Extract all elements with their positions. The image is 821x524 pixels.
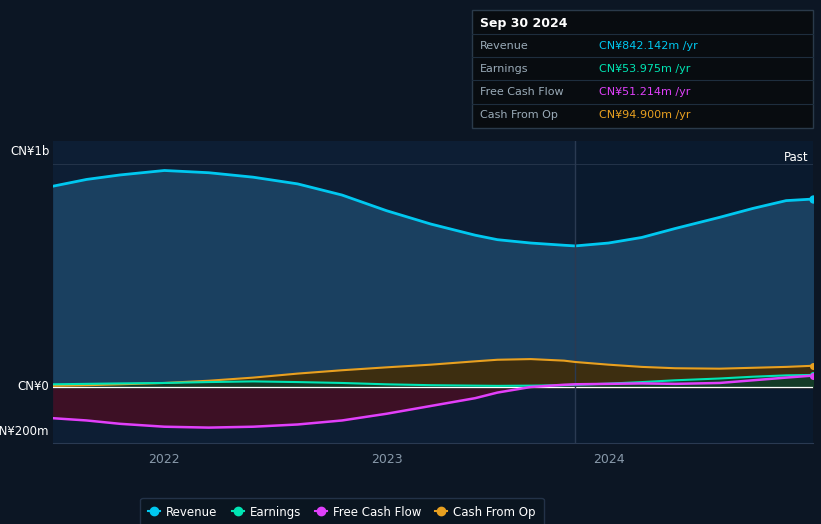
Text: CN¥842.142m /yr: CN¥842.142m /yr — [599, 41, 698, 51]
Text: Cash From Op: Cash From Op — [480, 110, 558, 120]
Text: CN¥1b: CN¥1b — [10, 145, 49, 158]
Text: CN¥94.900m /yr: CN¥94.900m /yr — [599, 110, 690, 120]
Text: CN¥53.975m /yr: CN¥53.975m /yr — [599, 64, 690, 74]
Text: CN¥51.214m /yr: CN¥51.214m /yr — [599, 87, 690, 97]
Text: Revenue: Revenue — [480, 41, 529, 51]
Text: Free Cash Flow: Free Cash Flow — [480, 87, 564, 97]
Text: CN¥0: CN¥0 — [17, 380, 49, 394]
Text: Earnings: Earnings — [480, 64, 529, 74]
Text: Past: Past — [784, 150, 809, 163]
Text: Sep 30 2024: Sep 30 2024 — [480, 17, 568, 30]
Bar — [576, 141, 813, 443]
Text: -CN¥200m: -CN¥200m — [0, 424, 49, 438]
Legend: Revenue, Earnings, Free Cash Flow, Cash From Op: Revenue, Earnings, Free Cash Flow, Cash … — [140, 498, 544, 524]
